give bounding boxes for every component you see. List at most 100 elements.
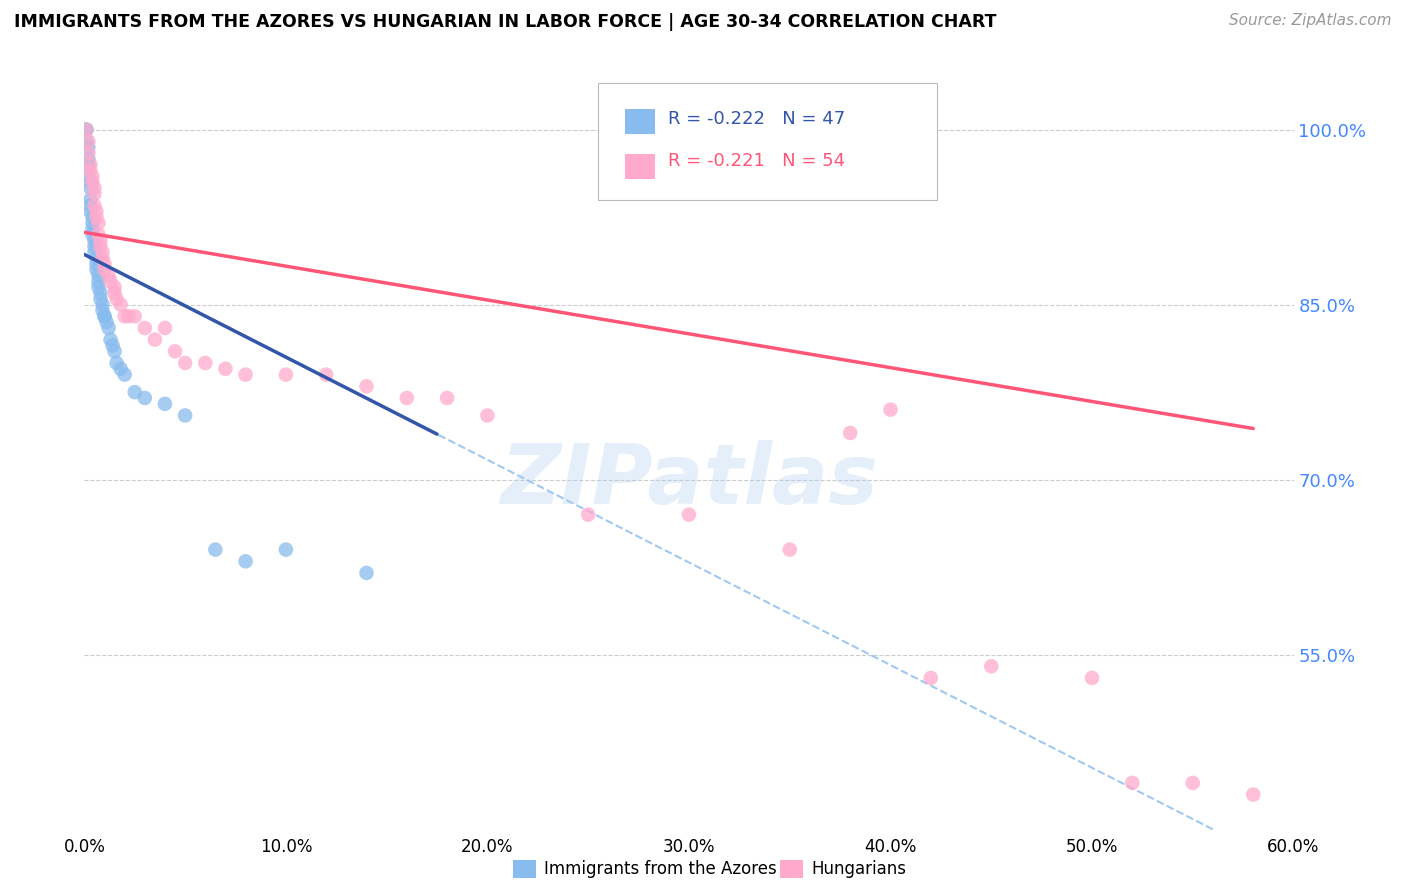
Point (174, 409, 197, 423)
Point (274, 542, 297, 557)
Point (91, 245, 114, 260)
Point (75, 122, 97, 136)
Point (79, 204, 101, 219)
Point (82, 216, 104, 230)
Point (100, 274, 122, 288)
Point (77, 169, 100, 184)
Text: Immigrants from the Azores: Immigrants from the Azores (544, 860, 778, 878)
Point (77, 152, 100, 166)
Point (79, 181, 101, 195)
Point (165, 344, 187, 359)
Point (1121, 776, 1143, 790)
Point (93, 310, 115, 324)
Point (194, 356, 217, 370)
Point (1181, 776, 1204, 790)
Point (477, 409, 499, 423)
Point (124, 310, 146, 324)
Point (83, 181, 105, 195)
Point (91, 251, 114, 265)
Point (82, 227, 104, 242)
Point (82, 222, 104, 236)
Point (114, 368, 136, 382)
Point (75, 134, 97, 148)
Point (576, 508, 599, 522)
Point (204, 542, 226, 557)
Point (134, 391, 156, 405)
Point (356, 379, 378, 393)
Point (75, 122, 97, 136)
Point (118, 310, 141, 324)
Point (920, 671, 942, 685)
Point (91, 298, 114, 312)
Point (82, 210, 104, 224)
Point (980, 659, 1002, 673)
Point (1241, 788, 1264, 802)
Point (87, 268, 110, 283)
Point (79, 193, 101, 207)
Point (79, 175, 101, 189)
Point (83, 245, 105, 260)
Point (110, 361, 132, 376)
Point (89, 239, 111, 253)
Point (83, 239, 105, 253)
Point (82, 169, 104, 184)
Point (143, 333, 166, 347)
Point (89, 285, 111, 300)
Point (86, 204, 108, 219)
Point (235, 368, 257, 382)
Point (83, 198, 105, 212)
Point (91, 303, 114, 318)
Point (97, 321, 120, 335)
Point (77, 158, 100, 172)
Point (174, 356, 197, 370)
Point (105, 292, 128, 306)
Point (77, 134, 100, 148)
Point (839, 425, 862, 440)
FancyBboxPatch shape (599, 83, 936, 201)
Point (77, 146, 100, 161)
Point (89, 234, 111, 248)
Point (395, 391, 418, 405)
Point (83, 234, 105, 248)
Point (79, 198, 101, 212)
Point (153, 397, 176, 411)
Text: ZIPatlas: ZIPatlas (501, 441, 877, 521)
Point (86, 257, 108, 271)
Text: R = -0.221   N = 54: R = -0.221 N = 54 (668, 152, 845, 169)
Point (214, 361, 236, 376)
Point (104, 344, 127, 359)
Point (89, 292, 111, 306)
Point (153, 321, 176, 335)
Point (79, 158, 101, 172)
Bar (624, 154, 655, 178)
Point (86, 262, 108, 277)
Point (124, 385, 146, 400)
Point (93, 262, 115, 277)
Point (97, 268, 120, 283)
Point (83, 186, 105, 201)
Bar (624, 109, 655, 134)
Point (87, 216, 110, 230)
Point (104, 285, 127, 300)
Point (79, 163, 101, 178)
Text: IMMIGRANTS FROM THE AZORES VS HUNGARIAN IN LABOR FORCE | AGE 30-34 CORRELATION C: IMMIGRANTS FROM THE AZORES VS HUNGARIAN … (14, 13, 997, 31)
Point (356, 566, 378, 580)
Point (93, 310, 115, 324)
Point (235, 554, 257, 568)
Point (114, 310, 136, 324)
Point (101, 338, 124, 352)
Text: Hungarians: Hungarians (811, 860, 907, 878)
Point (77, 140, 100, 154)
Point (779, 542, 801, 557)
Point (315, 368, 337, 382)
Point (110, 298, 132, 312)
Point (87, 280, 110, 294)
Point (75, 122, 97, 136)
Point (87, 274, 110, 288)
Text: R = -0.222   N = 47: R = -0.222 N = 47 (668, 110, 845, 128)
Point (134, 321, 156, 335)
Point (879, 402, 901, 417)
Point (100, 333, 122, 347)
Point (87, 227, 110, 242)
Point (105, 356, 128, 370)
